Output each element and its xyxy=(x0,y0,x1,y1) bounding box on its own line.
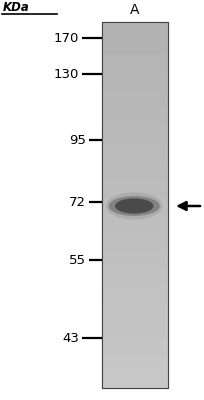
Ellipse shape xyxy=(114,198,153,214)
Text: 130: 130 xyxy=(53,68,79,80)
Ellipse shape xyxy=(108,196,159,216)
Bar xyxy=(102,22,167,388)
Text: 55: 55 xyxy=(69,254,86,266)
Text: A: A xyxy=(129,3,138,17)
Bar xyxy=(102,22,167,388)
Text: 43: 43 xyxy=(62,332,79,344)
Text: 170: 170 xyxy=(53,32,79,44)
Text: 95: 95 xyxy=(69,134,86,146)
Text: 72: 72 xyxy=(69,196,86,208)
Text: KDa: KDa xyxy=(3,1,30,14)
Ellipse shape xyxy=(106,192,162,220)
